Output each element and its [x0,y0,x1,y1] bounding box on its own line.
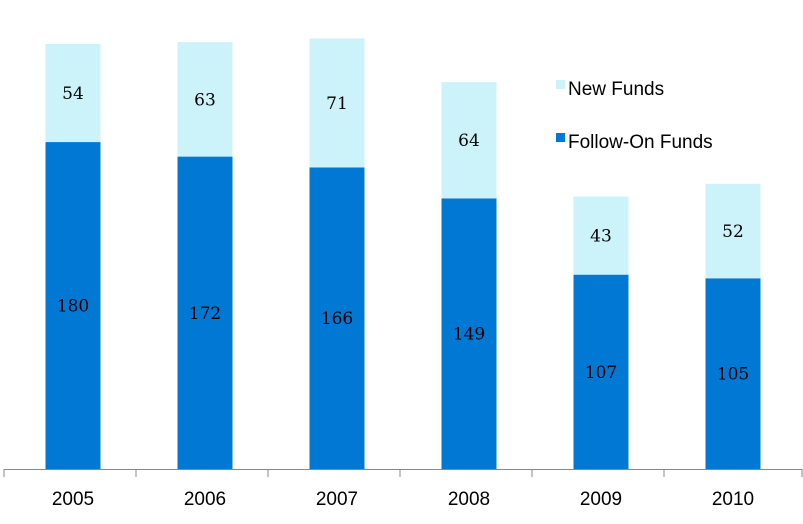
x-tick-label-2007: 2007 [316,489,358,510]
data-label-new-funds-2007: 71 [326,94,348,114]
bar-new-funds-2006 [177,42,233,157]
x-axis-tick-labels: 2005 2006 2007 2008 2009 2010 [52,489,754,510]
bar-follow-on-funds-2008 [441,198,497,469]
x-tick-label-2010: 2010 [712,489,754,510]
x-tick-label-2005: 2005 [52,489,94,510]
legend-swatch-new-funds [556,80,565,89]
bar-new-funds-2008 [441,82,497,199]
x-axis-ticks [3,469,803,477]
data-label-new-funds-2006: 63 [194,90,216,110]
bar-follow-on-funds-2010 [705,278,761,469]
bar-follow-on-funds-2009 [573,274,629,469]
bar-new-funds-2010 [705,183,761,279]
legend-label-new-funds: New Funds [568,79,664,100]
legend-label-follow-on-funds: Follow-On Funds [568,132,713,153]
legend-swatch-follow-on-funds [556,133,565,142]
bar-new-funds-2007 [309,38,365,168]
data-labels-group: 180 54 172 63 166 71 149 64 107 43 105 52 [57,84,749,385]
bar-new-funds-2005 [45,43,101,143]
x-tick-label-2009: 2009 [580,489,622,510]
data-label-follow-on-funds-2008: 149 [453,325,485,345]
data-label-new-funds-2010: 52 [722,222,744,242]
data-label-new-funds-2009: 43 [590,227,612,247]
legend: New Funds Follow-On Funds [556,79,713,153]
bar-follow-on-funds-2006 [177,156,233,469]
bars-group [45,38,761,469]
bar-follow-on-funds-2007 [309,167,365,469]
bar-follow-on-funds-2005 [45,142,101,469]
bar-new-funds-2009 [573,196,629,275]
data-label-follow-on-funds-2007: 166 [321,309,353,329]
data-label-new-funds-2005: 54 [62,84,84,104]
x-tick-label-2006: 2006 [184,489,226,510]
x-tick-label-2008: 2008 [448,489,490,510]
data-label-new-funds-2008: 64 [458,131,480,151]
data-label-follow-on-funds-2010: 105 [717,365,749,385]
data-label-follow-on-funds-2006: 172 [189,304,221,324]
data-label-follow-on-funds-2009: 107 [585,363,617,383]
data-label-follow-on-funds-2005: 180 [57,297,89,317]
